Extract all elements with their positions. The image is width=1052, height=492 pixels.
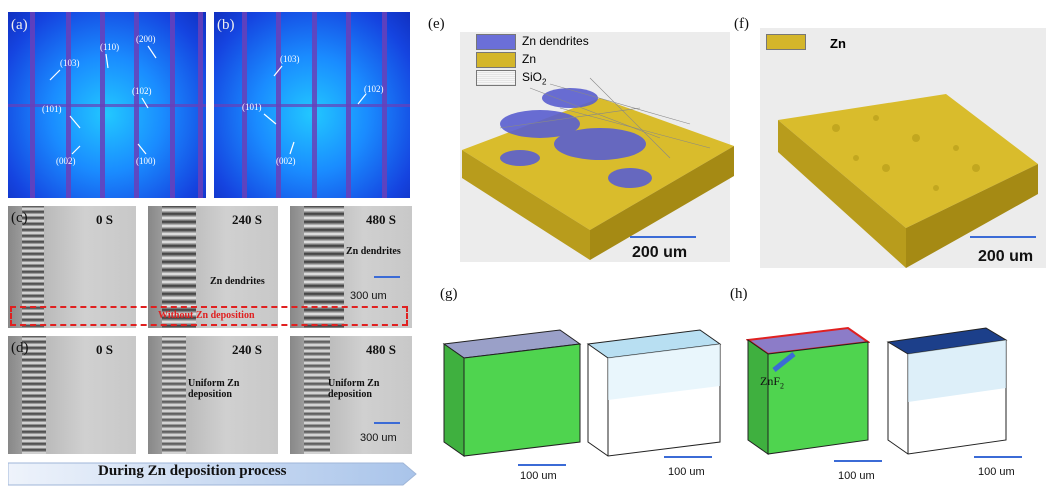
hkl-label: (103) xyxy=(60,58,80,68)
cube-h-green xyxy=(746,326,870,455)
scale-bar xyxy=(664,456,712,458)
cube-g-green xyxy=(442,329,582,457)
panel-label-a: (a) xyxy=(11,17,28,33)
micrograph-d-0: (d) 0 S xyxy=(8,336,136,454)
legend-swatch-sio2 xyxy=(476,70,516,86)
micrograph-d-240: 240 S Uniform Zn deposition xyxy=(148,336,278,454)
render-e xyxy=(460,32,734,262)
scale-bar xyxy=(518,464,566,466)
hkl-arrows xyxy=(263,65,367,155)
panel-label-g: (g) xyxy=(440,286,458,302)
dendrite-note: Zn dendrites xyxy=(346,246,401,257)
znf2-annotation: ZnF2 xyxy=(760,374,785,391)
scale-label: 100 um xyxy=(668,466,705,478)
without-deposition-box xyxy=(10,306,408,326)
hkl-label: (200) xyxy=(136,34,156,44)
hkl-label: (002) xyxy=(276,156,296,166)
hkl-label: (101) xyxy=(42,104,62,114)
uniform-note: Uniform Zn deposition xyxy=(328,378,380,400)
legend-swatch-zn xyxy=(476,52,516,68)
uniform-note: Uniform Zn deposition xyxy=(188,378,240,400)
cube-g-wire xyxy=(586,329,722,457)
legend-label: Zn dendrites xyxy=(522,34,589,48)
hkl-label: (101) xyxy=(242,102,262,112)
process-arrow xyxy=(8,462,417,486)
micrograph-d-480: 480 S Uniform Zn deposition 300 um xyxy=(290,336,412,454)
panel-label-b: (b) xyxy=(217,17,235,33)
hkl-label: (103) xyxy=(280,54,300,64)
panel-label-e: (e) xyxy=(428,16,445,32)
scale-bar xyxy=(630,236,696,238)
hkl-label: (102) xyxy=(132,86,152,96)
panel-label-h: (h) xyxy=(730,286,748,302)
legend-swatch-zn xyxy=(766,34,806,50)
time-label: 240 S xyxy=(232,342,262,357)
scale-label: 100 um xyxy=(978,466,1015,478)
scale-label: 200 um xyxy=(632,244,688,261)
process-label: During Zn deposition process xyxy=(98,463,287,479)
panel-label-d: (d) xyxy=(11,340,29,356)
hkl-label: (110) xyxy=(100,42,120,52)
time-label: 240 S xyxy=(232,212,262,227)
dendrite-note: Zn dendrites xyxy=(210,276,265,287)
xrd-panel-b: (b) (103) (101) (102) (002) xyxy=(214,12,410,198)
scale-label: 100 um xyxy=(838,470,875,482)
scale-bar xyxy=(374,422,400,424)
without-deposition-label: Without Zn deposition xyxy=(158,310,255,321)
panel-label-c: (c) xyxy=(11,210,28,226)
scale-label: 300 um xyxy=(360,432,397,444)
scale-bar xyxy=(374,276,400,278)
cube-h-wire xyxy=(886,327,1008,455)
scale-bar xyxy=(970,236,1036,238)
legend-label: Zn xyxy=(522,52,537,66)
scale-label: 100 um xyxy=(520,470,557,482)
scale-bar xyxy=(834,460,882,462)
legend-label: SiO2 xyxy=(522,70,547,87)
hkl-arrows xyxy=(49,45,157,155)
xrd-panel-a: (a) (103) (110) (200) (101) (102) (002) … xyxy=(8,12,206,198)
time-label: 0 S xyxy=(96,342,113,357)
hkl-label: (002) xyxy=(56,156,76,166)
scale-label: 200 um xyxy=(978,248,1034,265)
scale-bar xyxy=(974,456,1022,458)
legend-swatch-dendrites xyxy=(476,34,516,50)
time-label: 480 S xyxy=(366,212,396,227)
time-label: 0 S xyxy=(96,212,113,227)
hkl-label: (100) xyxy=(136,156,156,166)
panel-label-f: (f) xyxy=(734,16,749,32)
scale-label: 300 um xyxy=(350,290,387,302)
time-label: 480 S xyxy=(366,342,396,357)
render-f xyxy=(760,28,1046,268)
hkl-label: (102) xyxy=(364,84,384,94)
legend-label: Zn xyxy=(830,36,846,51)
